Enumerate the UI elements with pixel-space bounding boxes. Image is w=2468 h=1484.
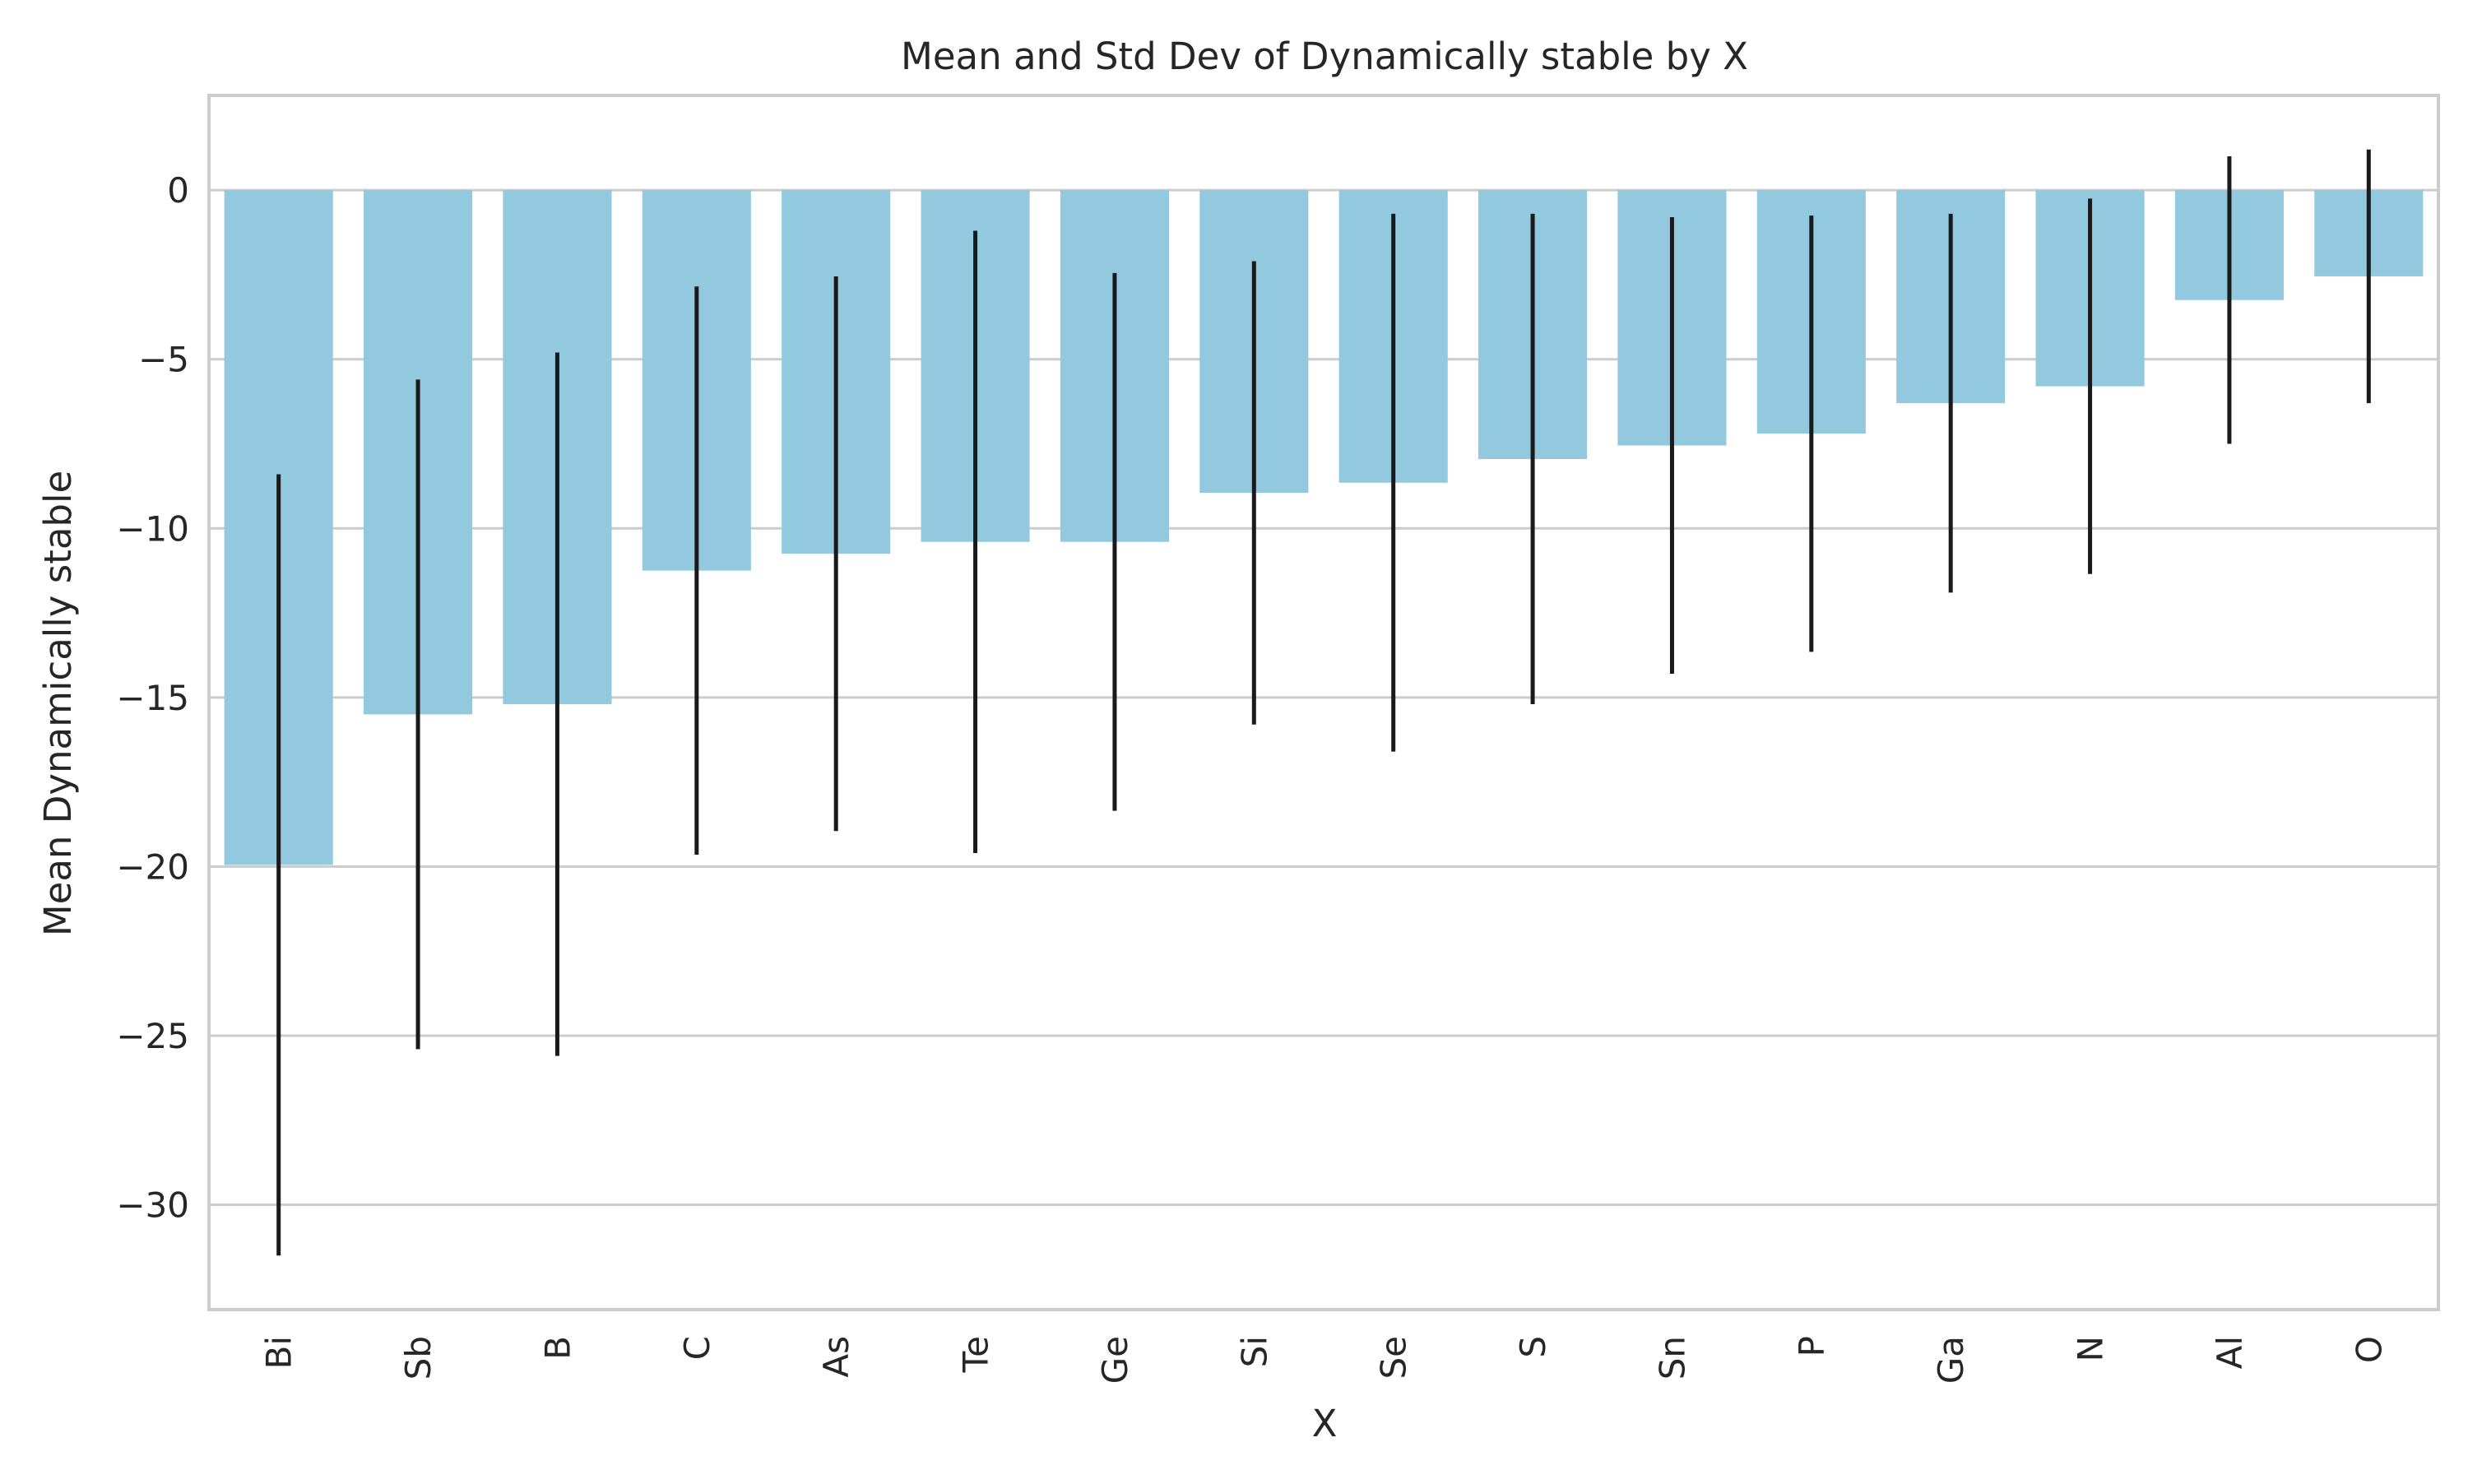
y-tick-label: −10	[116, 508, 189, 549]
y-tick-label: −25	[116, 1016, 189, 1056]
x-tick-label: Bi	[259, 1336, 299, 1369]
x-tick-label: O	[2349, 1336, 2389, 1363]
y-tick-label: −5	[138, 340, 189, 380]
x-tick-label: Sb	[398, 1336, 438, 1380]
x-tick-label: Sn	[1652, 1336, 1692, 1380]
x-axis-label: X	[1312, 1402, 1338, 1445]
x-tick-label: P	[1792, 1336, 1832, 1356]
y-axis-ticks: 0 −5 −10 −15 −20 −25 −30	[116, 170, 189, 1225]
y-tick-label: −30	[116, 1185, 189, 1226]
x-tick-label: S	[1513, 1336, 1553, 1358]
x-tick-label: B	[537, 1336, 578, 1360]
plot-frame	[207, 94, 2440, 1311]
x-tick-label: Ge	[1095, 1336, 1135, 1384]
x-tick-label: Al	[2210, 1336, 2250, 1369]
x-axis-ticks: Bi Sb B C As Te Ge Si Se S Sn P Ga N Al O	[259, 1336, 2390, 1384]
y-tick-label: −15	[116, 678, 189, 718]
x-tick-label: Te	[956, 1336, 996, 1373]
y-axis-label: Mean Dynamically stable	[36, 471, 80, 936]
y-tick-label: 0	[167, 170, 189, 211]
x-tick-label: Se	[1374, 1336, 1414, 1380]
x-tick-label: N	[2071, 1336, 2111, 1361]
error-bars	[276, 149, 2371, 1256]
y-tick-label: −20	[116, 846, 189, 887]
x-tick-label: C	[677, 1336, 717, 1360]
x-tick-label: Ga	[1931, 1336, 1971, 1384]
x-tick-label: Si	[1234, 1336, 1274, 1367]
chart-title: Mean and Std Dev of Dynamically stable b…	[901, 35, 1748, 78]
x-tick-label: As	[816, 1336, 856, 1378]
